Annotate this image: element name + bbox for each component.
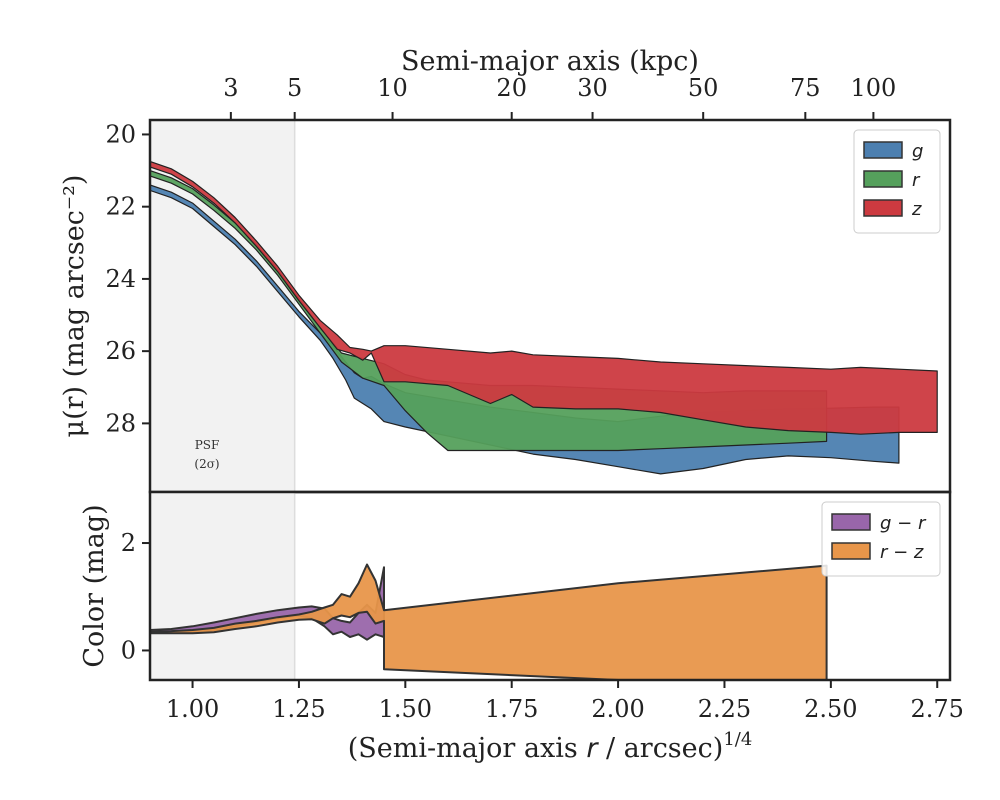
y-axis-title: μ(r) (mag arcsec⁻²) bbox=[59, 175, 90, 438]
y-tick-label: 28 bbox=[105, 409, 136, 437]
y-axis-title: Color (mag) bbox=[79, 504, 110, 667]
color-panel: 0 2 Color (mag) 1.00 1.25 1.50 1.75 2.00 2.25 2.5… bbox=[79, 490, 964, 764]
x-axis-title-sup: 1/4 bbox=[723, 729, 752, 750]
x-axis-title-part: (Semi-major axis bbox=[348, 733, 587, 764]
x-tick-label: 2.25 bbox=[698, 695, 751, 723]
x-tick-label: 1.75 bbox=[485, 695, 538, 723]
psf-sublabel: (2σ) bbox=[194, 457, 219, 471]
x-tick-label: 2.50 bbox=[804, 695, 857, 723]
top-tick-label: 10 bbox=[377, 74, 408, 102]
psf-label: PSF bbox=[195, 438, 220, 452]
top-tick-label: 30 bbox=[577, 74, 608, 102]
surface-brightness-panel: PSF (2σ) 20 22 24 26 28 3 5 10 20 30 50 75 100 Semi-maj… bbox=[59, 46, 952, 494]
legend-label: r bbox=[912, 170, 921, 191]
legend-top: grz bbox=[853, 129, 941, 234]
top-tick-label: 100 bbox=[850, 74, 896, 102]
y-tick-label: 24 bbox=[105, 265, 136, 293]
bands bbox=[150, 563, 828, 680]
x-axis-title-var: r bbox=[586, 733, 599, 764]
x-tick-label: 2.00 bbox=[591, 695, 644, 723]
top-tick-label: 50 bbox=[688, 74, 719, 102]
x-axis-title-part: / arcsec) bbox=[597, 733, 723, 764]
legend-label: g bbox=[912, 141, 923, 162]
x-tick-label: 1.00 bbox=[166, 695, 219, 723]
legend-label: z bbox=[911, 199, 922, 220]
legend-swatch bbox=[831, 542, 871, 560]
band-z bbox=[150, 160, 938, 435]
top-tick-label: 75 bbox=[790, 74, 821, 102]
bands bbox=[150, 160, 938, 475]
x-axis-title: (Semi-major axis r / arcsec)1/4 bbox=[348, 729, 753, 764]
psf-region bbox=[150, 492, 295, 680]
top-tick-label: 3 bbox=[223, 74, 238, 102]
x-tick-label: 2.75 bbox=[911, 695, 964, 723]
y-tick-label: 26 bbox=[105, 337, 136, 365]
top-tick-label: 20 bbox=[496, 74, 527, 102]
y-tick-label: 22 bbox=[105, 193, 136, 221]
legend-swatch bbox=[863, 199, 903, 217]
plot-frame bbox=[148, 490, 952, 682]
x-tick-label: 1.50 bbox=[379, 695, 432, 723]
y-tick-label: 2 bbox=[121, 529, 136, 557]
psf-region bbox=[150, 120, 295, 492]
y-tick-label: 20 bbox=[105, 120, 136, 148]
legend-label: g − r bbox=[880, 513, 927, 534]
legend-swatch bbox=[863, 141, 903, 159]
x-tick-label: 1.25 bbox=[272, 695, 325, 723]
top-axis-title: Semi-major axis (kpc) bbox=[401, 46, 699, 77]
top-tick-label: 5 bbox=[287, 74, 302, 102]
legend-swatch bbox=[863, 170, 903, 188]
legend-swatch bbox=[831, 513, 871, 531]
legend-label: r − z bbox=[880, 542, 924, 563]
y-tick-label: 0 bbox=[121, 636, 136, 664]
legend-bottom: g − r r − z bbox=[821, 501, 941, 577]
band-rz bbox=[150, 563, 828, 680]
